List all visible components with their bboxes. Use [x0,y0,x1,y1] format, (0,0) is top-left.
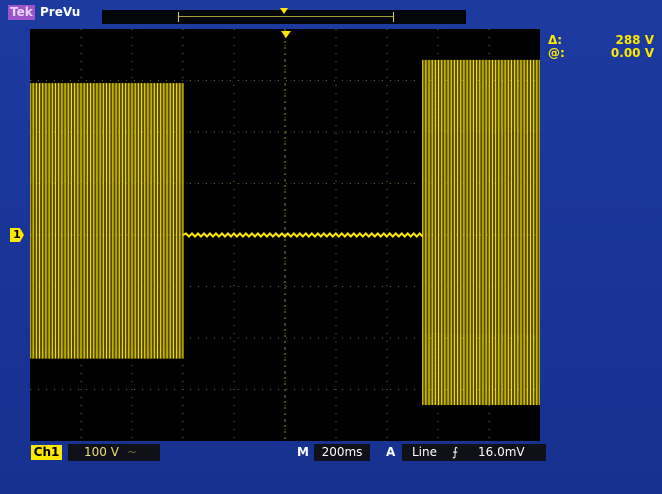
trigger-readout[interactable]: Line ⨍ 16.0mV [402,444,546,461]
at-value: 0.00 V [610,46,654,60]
delta-label: Δ: [548,33,563,47]
trigger-prefix: A [386,445,396,459]
timebase-readout[interactable]: 200ms [314,444,370,461]
ch1-ground-marker[interactable]: 1 [10,228,24,242]
waveform-peak-band-lower [30,348,183,359]
acquisition-mode-label: PreVu [40,5,81,19]
waveform-peak-band-lower [422,332,540,405]
timebase-prefix: M [297,445,309,459]
waveform-ripple-trace [182,232,424,238]
waveform-plot [30,29,540,441]
record-trigger-marker-icon [280,8,288,14]
waveform-peak-band-upper [422,59,540,132]
ac-coupling-icon: ~ [126,445,137,459]
ch1-channel-label[interactable]: Ch1 [31,445,62,460]
trigger-level: 16.0mV [478,445,525,459]
ch1-scale-readout[interactable]: 100 V ~ [68,444,160,461]
cursor-delta-readout: Δ: 288 V [548,33,654,47]
trigger-position-marker-icon[interactable] [281,31,291,38]
brand-logo: Tek [8,5,35,20]
record-length-bar [102,10,466,24]
ch1-volts-per-div: 100 V [84,445,119,459]
status-bar-bottom: Ch1 100 V ~ M 200ms A Line ⨍ 16.0mV [0,441,662,466]
waveform-envelope-fill [422,132,540,333]
delta-value: 288 V [615,33,654,47]
record-view-window [178,12,394,22]
waveform-graticule [30,29,540,441]
rising-edge-icon: ⨍ [452,445,459,459]
trigger-source: Line [412,445,438,459]
cursor-at-readout: @: 0.00 V [548,46,654,60]
waveform-peak-band-upper [30,83,183,184]
at-label: @: [548,46,565,60]
status-bar-top: Tek PreVu [0,0,662,28]
